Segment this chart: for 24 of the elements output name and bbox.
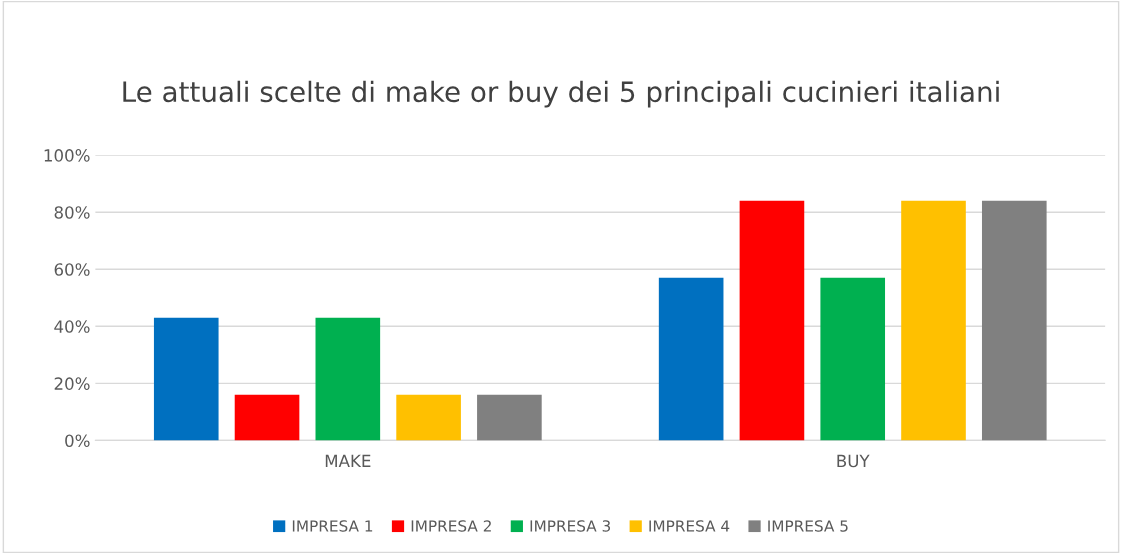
y-tick-label: 80% bbox=[54, 206, 90, 219]
bar bbox=[820, 277, 886, 441]
legend-label: IMPRESA 5 bbox=[768, 520, 848, 532]
bar bbox=[234, 394, 300, 441]
legend-label: IMPRESA 1 bbox=[292, 520, 373, 532]
x-tick-label: MAKE bbox=[325, 454, 371, 467]
legend-label: IMPRESA 3 bbox=[530, 520, 611, 532]
bar bbox=[396, 394, 461, 441]
bar bbox=[315, 317, 381, 441]
y-tick-label: 40% bbox=[54, 320, 90, 333]
y-tick-label: 20% bbox=[54, 377, 90, 390]
y-tick-label: 0% bbox=[65, 434, 90, 447]
chart-title: Le attuali scelte di make or buy dei 5 principali cucinieri italiani bbox=[123, 80, 999, 108]
legend-label: IMPRESA 4 bbox=[649, 520, 730, 532]
bar bbox=[477, 394, 542, 441]
bar bbox=[658, 277, 724, 441]
legend-label: IMPRESA 2 bbox=[411, 520, 491, 532]
y-tick-label: 60% bbox=[54, 263, 90, 276]
bar bbox=[981, 200, 1047, 441]
bar bbox=[739, 200, 805, 441]
bar bbox=[901, 200, 966, 441]
x-tick-label: BUY bbox=[837, 454, 870, 468]
y-tick-label: 100% bbox=[44, 149, 90, 162]
bar bbox=[153, 317, 219, 441]
